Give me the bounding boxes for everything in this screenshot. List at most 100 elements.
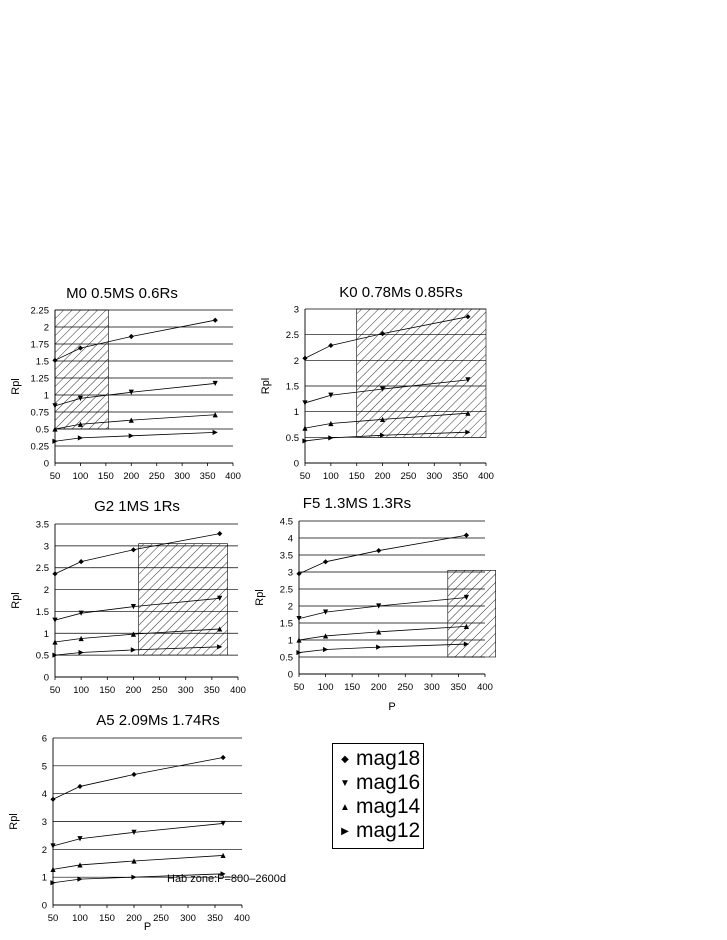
y-tick-label: 4 [42, 789, 47, 800]
triangle-down-point [463, 594, 469, 601]
x-tick-label: 150 [98, 471, 114, 482]
x-tick-label: 100 [73, 685, 89, 696]
y-tick-label: 3 [44, 541, 49, 552]
legend-item: ▶ mag12 [338, 819, 423, 843]
legend-label: mag18 [356, 747, 421, 770]
series-line-mag14 [304, 412, 468, 429]
diamond-point [465, 314, 471, 320]
y-tick-label: 1 [42, 873, 47, 884]
triangle-up-point [296, 637, 302, 643]
x-tick-label: 50 [50, 685, 61, 696]
triangle-right-marker-icon: ▶ [341, 825, 349, 837]
diamond-point [379, 331, 386, 337]
diamond-point [322, 559, 329, 565]
triangle-down-point [220, 820, 226, 827]
series-line-mag12 [298, 643, 467, 653]
legend-label: mag14 [356, 795, 421, 818]
x-tick-label: 300 [174, 471, 190, 482]
diamond-point [212, 317, 218, 323]
x-tick-label: 400 [230, 685, 246, 696]
triangle-down-point [465, 377, 471, 383]
y-tick-label: 0.25 [31, 442, 50, 453]
y-tick-label: 0 [288, 670, 293, 681]
y-tick-label: 3 [294, 305, 299, 316]
x-tick-label: 150 [99, 685, 115, 696]
chart-panel: 0 0.5 1 1.5 2 2.5 3 3.5 50 100 150 200 250 300 350 400 G… [10, 498, 246, 696]
triangle-down-point [128, 389, 134, 395]
x-tick-label: 200 [375, 471, 391, 482]
triangle-up-point [77, 862, 83, 868]
triangle-down-point [131, 829, 137, 835]
triangle-right-point [322, 646, 329, 653]
diamond-point [328, 342, 334, 349]
x-tick-label: 200 [126, 913, 142, 924]
x-tick-label: 400 [478, 471, 494, 482]
y-tick-label: 0.5 [36, 651, 49, 662]
y-axis-label: Rpl [8, 813, 20, 830]
y-tick-label: 3 [42, 817, 47, 828]
diamond-point [131, 771, 137, 778]
diamond-point [220, 754, 226, 761]
y-tick-label: 1 [44, 391, 49, 402]
x-tick-label: 350 [450, 682, 466, 693]
triangle-up-point [78, 635, 84, 642]
triangle-down-marker-icon: ▼ [340, 777, 350, 789]
triangle-right-point [128, 433, 134, 439]
triangle-up-point [465, 410, 471, 416]
x-tick-label: 200 [123, 471, 139, 482]
triangle-up-point [52, 426, 58, 432]
legend-label: mag12 [356, 819, 421, 842]
triangle-down-point [130, 604, 137, 610]
y-tick-label: 0.5 [36, 425, 49, 436]
triangle-right-point [212, 429, 218, 435]
diamond-point [130, 547, 137, 553]
diamond-point [77, 345, 84, 351]
triangle-down-point [77, 836, 83, 842]
hab-zone-hatch [447, 569, 496, 658]
y-tick-label: 1 [288, 636, 293, 647]
triangle-up-point [220, 852, 226, 859]
x-tick-label: 150 [99, 913, 115, 924]
diamond-marker-icon: ◆ [341, 753, 349, 765]
y-tick-label: 2.5 [280, 585, 293, 596]
triangle-right-point [465, 429, 471, 435]
triangle-up-marker-icon: ▲ [340, 801, 350, 813]
triangle-right-point [77, 876, 83, 882]
chart-title: K0 0.78Ms 0.85Rs [339, 284, 462, 301]
triangle-up-point [128, 417, 134, 423]
triangle-right-point [463, 641, 469, 647]
x-tick-label: 100 [72, 913, 88, 924]
y-tick-label: 0 [294, 459, 299, 470]
x-tick-label: 300 [180, 913, 196, 924]
x-tick-label: 350 [452, 471, 468, 482]
series-line-mag16 [304, 379, 468, 404]
triangle-down-point [52, 403, 58, 409]
y-tick-label: 2 [42, 845, 47, 856]
diamond-point [217, 531, 223, 537]
triangle-right-point [220, 871, 226, 877]
x-tick-label: 200 [125, 685, 141, 696]
x-tick-label: 250 [149, 471, 165, 482]
y-tick-label: 0 [44, 459, 49, 470]
x-tick-label: 350 [204, 685, 220, 696]
diamond-point [52, 357, 58, 363]
triangle-up-point [328, 420, 334, 427]
y-tick-label: 0.75 [31, 408, 50, 419]
series-line-mag16 [54, 383, 216, 407]
series-line-mag16 [298, 597, 467, 619]
triangle-down-point [77, 395, 84, 401]
diamond-point [77, 783, 83, 790]
y-tick-label: 4.5 [280, 517, 293, 528]
triangle-up-point [212, 412, 218, 418]
y-tick-label: 1.5 [286, 382, 299, 393]
x-tick-label: 100 [323, 471, 339, 482]
triangle-up-point [322, 633, 329, 639]
y-tick-label: 5 [42, 761, 47, 772]
series-line-mag14 [298, 626, 467, 641]
x-tick-label: 100 [318, 682, 334, 693]
hab-zone-hatch [138, 543, 228, 656]
triangle-right-point [52, 438, 58, 444]
x-tick-label: 100 [72, 471, 88, 482]
triangle-down-point [322, 609, 329, 615]
